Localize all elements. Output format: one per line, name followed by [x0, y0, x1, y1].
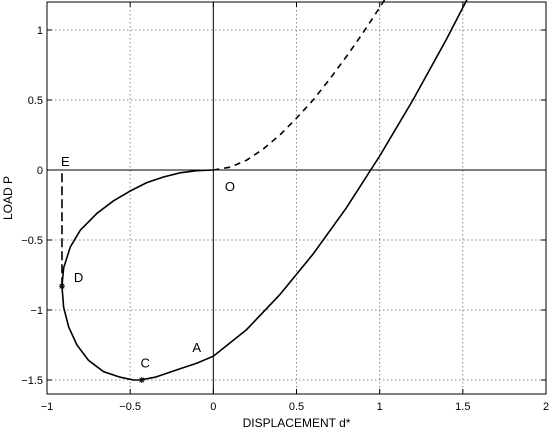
y-axis-title: LOAD P: [1, 176, 15, 220]
y-tick-label: −1: [30, 305, 43, 317]
point-label: D: [74, 270, 83, 285]
dashed-series-line: [213, 0, 386, 171]
point-label: O: [225, 179, 235, 194]
x-tick-label: 1.5: [455, 401, 470, 413]
grid: [47, 2, 546, 394]
asterisk-stroke: [59, 283, 65, 289]
annotation-group: E O D C A: [61, 154, 235, 371]
y-tick-label: 1: [37, 25, 43, 37]
y-tick-label: 0: [37, 165, 43, 177]
y-tick-label: 0.5: [28, 95, 43, 107]
asterisk-stroke: [139, 377, 145, 383]
ticks: −1 −0.5 0 0.5 1 1.5 2 −1.5 −1 −0.5 0 0.5 1: [21, 2, 549, 413]
x-tick-label: 0.5: [289, 401, 304, 413]
zero-lines: [47, 2, 546, 394]
point-label: C: [140, 355, 149, 370]
x-tick-label: −0.5: [119, 401, 141, 413]
y-tick-label: −0.5: [21, 235, 43, 247]
y-tick-label: −1.5: [21, 375, 43, 387]
solid-series-line: [61, 0, 468, 381]
asterisk-marker: [138, 377, 145, 383]
x-tick-label: 0: [210, 401, 216, 413]
x-tick-label: 2: [543, 401, 549, 413]
x-tick-label: −1: [41, 401, 54, 413]
marker-group: [58, 283, 145, 383]
point-label: A: [192, 340, 201, 355]
point-label: E: [61, 154, 70, 169]
asterisk-marker: [58, 283, 65, 290]
series-group: [61, 0, 468, 381]
x-axis-title: DISPLACEMENT d*: [243, 416, 351, 430]
x-tick-label: 1: [377, 401, 383, 413]
